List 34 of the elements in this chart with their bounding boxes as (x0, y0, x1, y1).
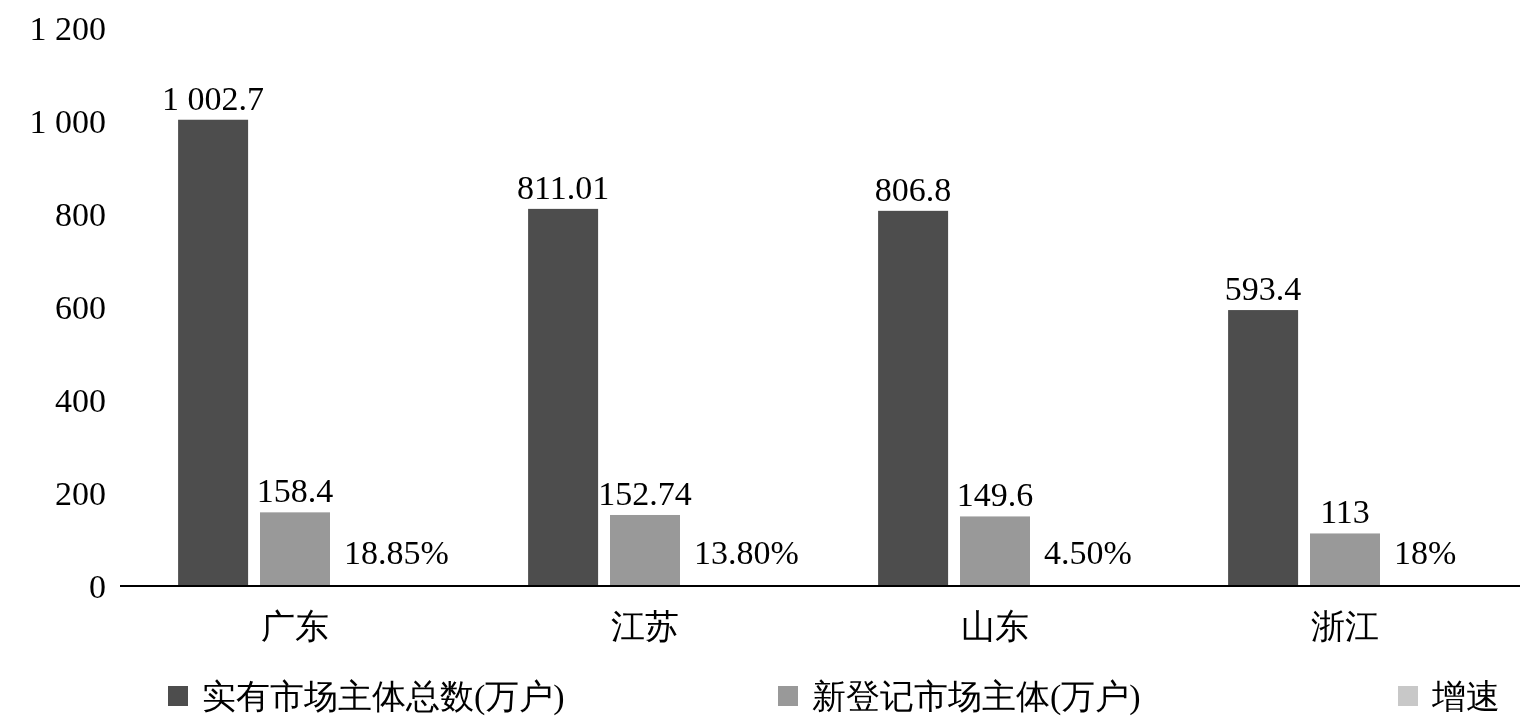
data-label: 593.4 (1224, 270, 1302, 308)
y-tick-label: 1 200 (29, 9, 106, 47)
data-label: 13.80% (693, 533, 799, 571)
legend-label: 新登记市场主体(万户) (812, 677, 1141, 716)
x-tick-label: 山东 (961, 608, 1029, 645)
legend-label: 实有市场主体总数(万户) (202, 677, 565, 716)
x-tick-label: 江苏 (611, 608, 679, 645)
data-label: 149.6 (956, 476, 1034, 514)
data-label: 18% (1393, 533, 1457, 571)
data-label: 806.8 (874, 170, 952, 208)
bar (178, 119, 249, 586)
bar (960, 516, 1030, 586)
y-tick-label: 800 (55, 195, 106, 233)
data-label: 811.01 (516, 168, 610, 206)
bar (528, 208, 599, 586)
bar (1228, 310, 1299, 586)
data-label: 158.4 (256, 472, 334, 510)
y-tick-label: 1 000 (29, 102, 106, 140)
bar (1310, 533, 1380, 586)
data-label: 113 (1320, 493, 1370, 531)
bar (610, 514, 680, 586)
data-label: 18.85% (343, 533, 449, 571)
data-label: 152.74 (598, 474, 692, 512)
x-tick-label: 浙江 (1311, 608, 1379, 645)
data-label: 4.50% (1043, 533, 1132, 571)
legend-label: 增速 (1431, 677, 1500, 715)
y-tick-label: 200 (55, 474, 106, 512)
y-tick-label: 600 (55, 288, 106, 326)
x-tick-label: 广东 (261, 608, 329, 645)
bar (260, 512, 330, 586)
data-label: 1 002.7 (162, 79, 265, 117)
y-tick-label: 400 (55, 381, 106, 419)
y-tick-label: 0 (89, 567, 106, 605)
bar (878, 210, 949, 586)
